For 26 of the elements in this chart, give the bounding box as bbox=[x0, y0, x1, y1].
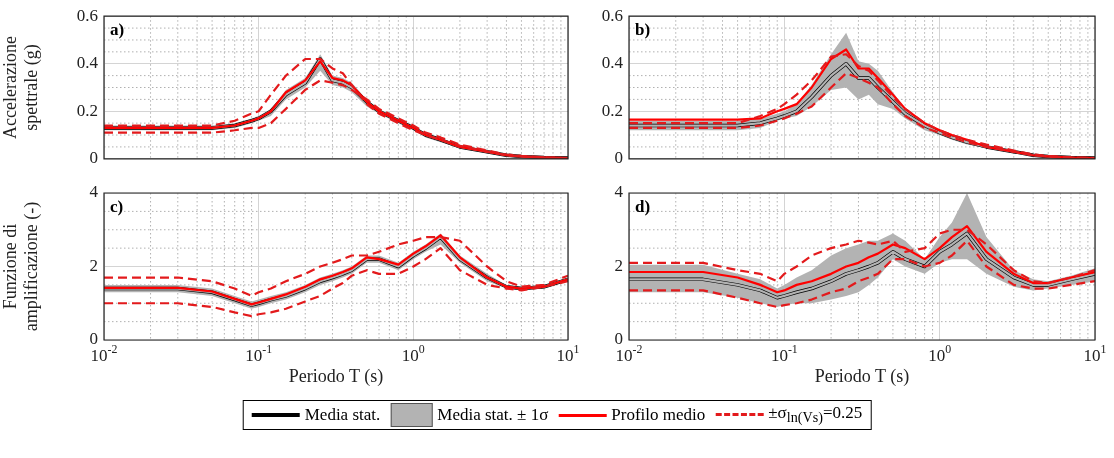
y-tick-label: 0.4 bbox=[601, 53, 624, 73]
legend-label: ±σ$_{ln(Vs)}$=0.25 bbox=[768, 403, 863, 427]
y-tick-label: 0 bbox=[89, 329, 98, 349]
annotation: a) bbox=[110, 20, 125, 40]
y-tick-label: 0.4 bbox=[76, 53, 99, 73]
y-tick-label: 2 bbox=[614, 255, 623, 275]
y-tick-label: 0 bbox=[614, 148, 623, 168]
y-tick-label: 0 bbox=[614, 329, 623, 349]
y-tick-label: 0.2 bbox=[76, 100, 98, 120]
legend-label: Profilo medio bbox=[611, 405, 706, 425]
y-tick-label: 4 bbox=[89, 182, 99, 202]
annotation: b) bbox=[635, 20, 651, 40]
legend-label: Media stat. bbox=[304, 405, 381, 425]
y-tick-label: 4 bbox=[614, 182, 624, 202]
annotation: d) bbox=[635, 196, 651, 216]
legend-label: Media stat. ± 1σ bbox=[437, 405, 549, 425]
y-axis-title: Accelerazione spettrale (g) bbox=[0, 36, 43, 139]
y-tick-label: 0.6 bbox=[76, 5, 98, 25]
y-axis-title: Funzione di amplificazione (-) bbox=[0, 201, 43, 332]
annotation: c) bbox=[110, 196, 124, 216]
x-axis-title: Periodo T (s) bbox=[288, 365, 384, 387]
y-tick-label: 0.2 bbox=[601, 100, 623, 120]
y-tick-label: 2 bbox=[89, 255, 98, 275]
x-axis-title: Periodo T (s) bbox=[814, 365, 910, 387]
y-tick-label: 0 bbox=[89, 148, 98, 168]
y-tick-label: 0.6 bbox=[601, 5, 623, 25]
